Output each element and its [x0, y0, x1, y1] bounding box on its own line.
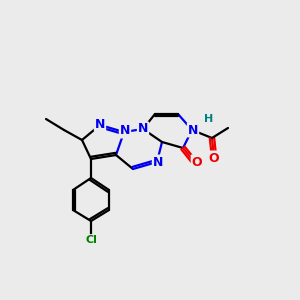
Text: N: N — [153, 155, 163, 169]
Text: O: O — [209, 152, 219, 164]
Text: N: N — [95, 118, 105, 130]
Text: Cl: Cl — [85, 235, 97, 245]
Text: N: N — [120, 124, 130, 137]
Text: N: N — [188, 124, 198, 136]
Text: N: N — [138, 122, 148, 136]
Text: O: O — [192, 155, 202, 169]
Text: H: H — [204, 114, 214, 124]
